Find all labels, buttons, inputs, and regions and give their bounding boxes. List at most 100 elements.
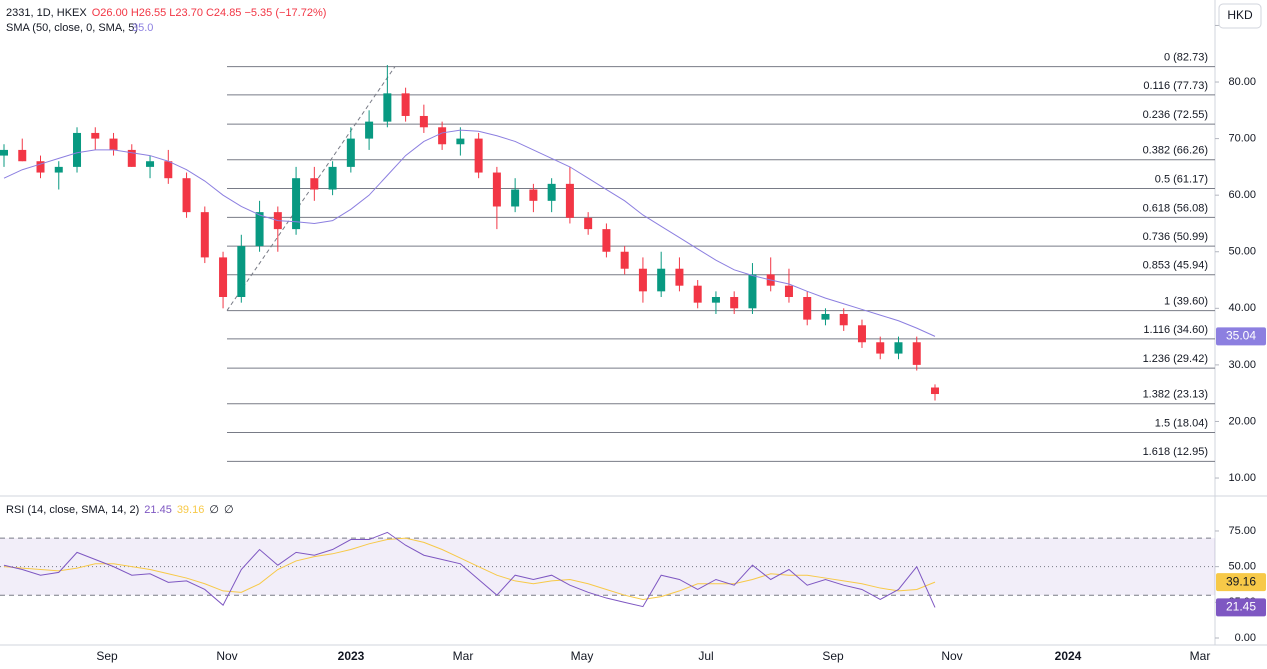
candle-body	[73, 132, 82, 167]
y-tick-label: 60.00	[1228, 189, 1256, 201]
candle-body	[36, 161, 45, 173]
candle-body	[18, 149, 27, 162]
y-tick-label: 10.00	[1228, 472, 1256, 484]
candle-body	[602, 229, 611, 252]
candle-body	[310, 178, 319, 190]
candle-body	[547, 183, 556, 201]
currency[interactable]: HKD	[1227, 8, 1253, 22]
fib-label: 0.618 (56.08)	[1143, 202, 1208, 214]
rsi-header: ∅	[224, 504, 234, 516]
y-tick-label: 80.00	[1228, 76, 1256, 88]
time-label: Jul	[698, 649, 713, 663]
fib-label: 0.382 (66.26)	[1143, 145, 1208, 157]
y-tick-label: 50.00	[1228, 246, 1256, 258]
candle-body	[912, 342, 921, 365]
header-text: −5.35 (−17.72%)	[244, 7, 326, 19]
fib-label: 1.5 (18.04)	[1155, 417, 1208, 429]
candle-body	[346, 138, 355, 167]
candle-body	[91, 132, 100, 139]
fib-label: 0.736 (50.99)	[1143, 231, 1208, 243]
candle-body	[657, 268, 666, 292]
candle-body	[876, 342, 885, 354]
candle-body	[620, 251, 629, 269]
time-label: Nov	[941, 649, 962, 663]
candle-body	[146, 161, 155, 167]
fib-label: 0.116 (77.73)	[1143, 80, 1208, 92]
y-tick-label: 30.00	[1228, 359, 1256, 371]
candle-body	[638, 268, 647, 292]
candle-body	[693, 285, 702, 303]
fib-label: 0 (82.73)	[1164, 51, 1208, 63]
time-label: May	[571, 649, 594, 663]
fib-label: 1.236 (29.42)	[1143, 353, 1208, 365]
candle-body	[219, 257, 228, 297]
candle-body	[0, 149, 8, 156]
rsi-header: RSI (14, close, SMA, 14, 2)	[6, 504, 139, 516]
rsi-header: 21.45	[144, 504, 172, 516]
candle-body	[675, 268, 684, 286]
candle-body	[565, 183, 574, 218]
candle-body	[182, 178, 191, 213]
time-label: Nov	[216, 649, 237, 663]
candle-body	[328, 166, 337, 190]
candle-body	[200, 212, 209, 258]
fib-label: 0.853 (45.94)	[1143, 260, 1208, 272]
time-label: Sep	[822, 649, 844, 663]
header-text: O26.00	[92, 7, 128, 19]
candle-body	[54, 166, 63, 173]
header-text: H26.55	[131, 7, 166, 19]
rsi-line	[3, 531, 936, 608]
legend-value: 35.0	[132, 22, 153, 34]
candle-body	[474, 138, 483, 173]
time-label: Mar	[453, 649, 474, 663]
rsi-header: ∅	[209, 504, 219, 516]
candle-body	[839, 313, 848, 326]
y-tick-label: 50.00	[1228, 561, 1256, 573]
y-tick-label: 70.00	[1228, 133, 1256, 145]
candle-body	[584, 217, 593, 230]
candle-body	[383, 93, 392, 122]
candle-body	[365, 121, 374, 139]
candle-body	[857, 325, 866, 343]
candle-body	[109, 138, 118, 150]
candle-body	[511, 189, 520, 207]
candle-body	[127, 149, 136, 167]
header-text: L23.70	[169, 7, 203, 19]
fib-label: 1.382 (23.13)	[1143, 389, 1208, 401]
candle-body	[292, 178, 301, 230]
candle-body	[529, 189, 538, 201]
candle-body	[255, 212, 264, 247]
time-label: Sep	[96, 649, 118, 663]
candle-body	[803, 297, 812, 320]
rsi-header: 39.16	[177, 504, 205, 516]
last-value-box	[1216, 573, 1266, 592]
sma-line	[3, 129, 936, 337]
fib-label: 1.116 (34.60)	[1143, 324, 1208, 336]
legend-name: SMA (50, close, 0, SMA, 5)	[6, 22, 138, 34]
y-tick-label: 40.00	[1228, 302, 1256, 314]
candle-body	[931, 387, 939, 395]
time-label: 2024	[1055, 649, 1082, 663]
candle-body	[237, 246, 246, 297]
fib-label: 0.236 (72.55)	[1143, 109, 1208, 121]
fib-label: 1 (39.60)	[1164, 295, 1208, 307]
candle-body	[784, 285, 793, 297]
currency-box[interactable]	[1218, 3, 1262, 29]
candle-body	[456, 138, 465, 145]
fib-label: 0.5 (61.17)	[1155, 173, 1208, 185]
last-value: 21.45	[1226, 600, 1256, 614]
last-value-box	[1216, 327, 1266, 346]
time-label: Mar	[1190, 649, 1211, 663]
candle-body	[748, 274, 757, 309]
last-value-box	[1216, 598, 1266, 617]
fib-label: 1.618 (12.95)	[1143, 446, 1208, 458]
last-value: 35.04	[1226, 329, 1256, 343]
header-text: C24.85	[206, 7, 241, 19]
candle-body	[894, 342, 903, 354]
candle-body	[821, 313, 830, 320]
y-tick-label: 0.00	[1235, 632, 1256, 644]
candle-body	[711, 297, 720, 303]
header-text: 2331, 1D, HKEX	[6, 7, 87, 19]
